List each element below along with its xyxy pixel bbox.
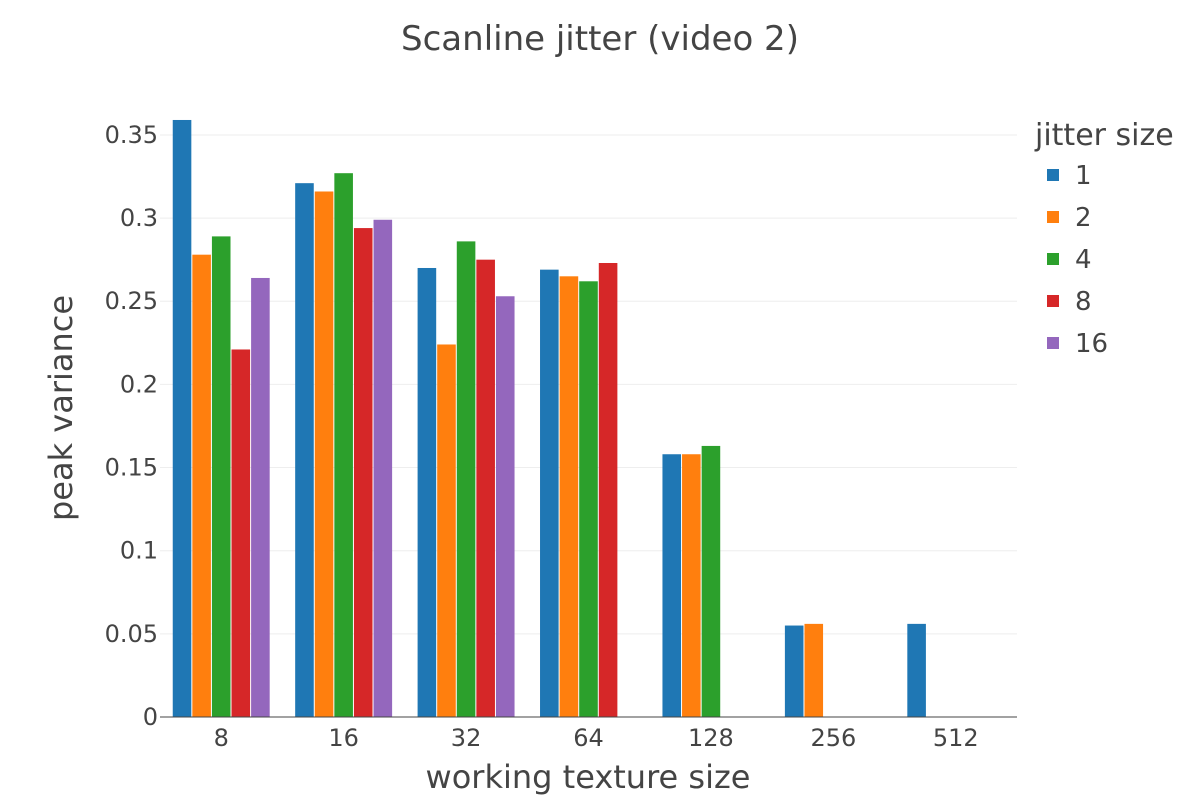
legend-item: 4 <box>1047 245 1092 275</box>
legend-item: 8 <box>1047 287 1092 317</box>
bar <box>456 241 476 717</box>
x-tick-label: 16 <box>328 724 359 752</box>
x-axis-title: working texture size <box>426 758 751 796</box>
legend-items: 1 2 4 8 16 <box>1047 161 1108 359</box>
bar <box>211 236 231 717</box>
x-tick-label: 256 <box>810 724 856 752</box>
bar <box>334 173 353 717</box>
legend-swatch <box>1047 253 1059 265</box>
legend-swatch <box>1047 211 1059 223</box>
bar <box>437 344 456 717</box>
bar <box>353 228 373 717</box>
bar <box>251 277 270 717</box>
legend-swatch <box>1047 295 1059 307</box>
y-tick-label: 0.15 <box>105 454 158 482</box>
y-tick-label: 0.2 <box>120 370 158 398</box>
bar <box>495 296 515 717</box>
legend-label: 4 <box>1075 245 1092 275</box>
x-tick-label: 512 <box>933 724 979 752</box>
y-tick-label: 0 <box>143 703 158 731</box>
bar <box>579 281 598 717</box>
y-tick-label: 0.05 <box>105 620 158 648</box>
bar <box>231 349 251 717</box>
bar <box>559 276 579 717</box>
y-tick-label: 0.3 <box>120 204 158 232</box>
bar <box>682 454 701 717</box>
bar <box>373 219 393 717</box>
x-tick-label: 128 <box>688 724 734 752</box>
y-tick-label: 0.35 <box>105 121 158 149</box>
legend-item: 1 <box>1047 161 1092 191</box>
bar <box>476 259 495 717</box>
legend-label: 8 <box>1075 287 1092 317</box>
bars <box>172 119 926 717</box>
bar <box>784 625 804 717</box>
legend-title: jitter size <box>1034 118 1174 153</box>
legend-swatch <box>1047 337 1059 349</box>
bar <box>314 191 334 717</box>
bar <box>172 119 192 717</box>
y-axis-ticks: 0 0.05 0.1 0.15 0.2 0.25 0.3 0.35 <box>105 121 158 731</box>
bar <box>295 183 314 717</box>
bar <box>540 269 559 717</box>
chart-title: Scanline jitter (video 2) <box>401 19 799 59</box>
legend-swatch <box>1047 169 1059 181</box>
legend-item: 16 <box>1047 329 1108 359</box>
bar <box>598 262 618 717</box>
bar <box>907 623 926 717</box>
x-tick-label: 32 <box>451 724 482 752</box>
x-tick-label: 8 <box>214 724 229 752</box>
x-axis-ticks: 8 16 32 64 128 256 512 <box>214 724 979 752</box>
legend-label: 2 <box>1075 203 1092 233</box>
bar <box>417 267 437 717</box>
legend-label: 16 <box>1075 329 1108 359</box>
bar <box>192 254 211 717</box>
y-tick-label: 0.1 <box>120 537 158 565</box>
legend: jitter size 1 2 4 8 16 <box>1034 118 1174 359</box>
bar <box>662 454 682 717</box>
y-tick-label: 0.25 <box>105 287 158 315</box>
legend-label: 1 <box>1075 161 1092 191</box>
legend-item: 2 <box>1047 203 1092 233</box>
bar <box>701 445 721 717</box>
y-axis-title: peak variance <box>42 295 80 521</box>
bar <box>804 623 824 717</box>
x-tick-label: 64 <box>573 724 604 752</box>
